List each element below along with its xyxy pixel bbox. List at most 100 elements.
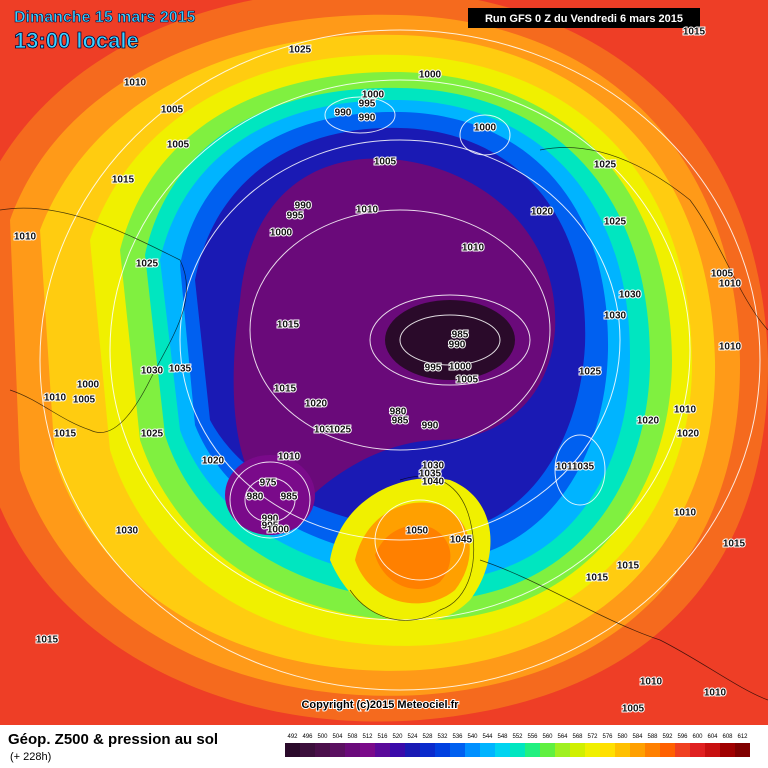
legend-swatch (675, 743, 690, 757)
isobar-label: 1005 (161, 105, 184, 116)
isobar-label: 1050 (406, 526, 429, 537)
isobar-label: 1025 (329, 425, 352, 436)
isobar-label: 990 (449, 340, 466, 351)
isobar-label: 1015 (277, 320, 300, 331)
legend-label: 596 (677, 734, 688, 740)
isobar-label: 1015 (586, 573, 609, 584)
legend-swatch (555, 743, 570, 757)
legend-label: 500 (317, 734, 328, 740)
isobar-label: 1015 (274, 384, 297, 395)
isobar-label: 1010 (556, 462, 579, 473)
isobar-label: 1010 (704, 688, 727, 699)
isobar-label: 1010 (124, 78, 147, 89)
legend-swatch (615, 743, 630, 757)
isobar-label: 995 (359, 99, 376, 110)
isobar-label: 1015 (36, 635, 59, 646)
legend-swatch (405, 743, 420, 757)
legend-label: 508 (347, 734, 358, 740)
legend-swatch (690, 743, 705, 757)
isobar-label: 1030 (619, 290, 642, 301)
isobar-label: 990 (422, 421, 439, 432)
legend-label: 516 (377, 734, 388, 740)
isobar-label: 1010 (356, 205, 379, 216)
legend-swatch (285, 743, 300, 757)
isobar-label: 1020 (202, 456, 225, 467)
isobar-label: 1025 (579, 367, 602, 378)
copyright: Copyright (c)2015 Meteociel.fr (301, 699, 459, 711)
isobar-label: 1035 (314, 425, 337, 436)
isobar-label: 1010 (674, 508, 697, 519)
isobar-label: 1000 (270, 228, 293, 239)
legend-label: 568 (572, 734, 583, 740)
isobar-label: 1010 (719, 342, 742, 353)
isobar-label: 1025 (136, 259, 159, 270)
legend-label: 524 (407, 734, 418, 740)
legend-label: 520 (392, 734, 403, 740)
isobar-label: 1010 (640, 677, 663, 688)
isobar-label: 985 (452, 330, 469, 341)
isobar-label: 1005 (622, 704, 645, 715)
legend-swatch (540, 743, 555, 757)
isobar-label: 985 (281, 492, 298, 503)
time: 13:00 locale (14, 28, 139, 53)
isobar-label: 1020 (637, 416, 660, 427)
legend-label: 540 (467, 734, 478, 740)
legend-swatch (375, 743, 390, 757)
isobar-label: 1010 (462, 243, 485, 254)
isobar-label: 1000 (77, 380, 100, 391)
isobar-label: 1015 (723, 539, 746, 550)
isobar-label: 990 (359, 113, 376, 124)
legend-label: 604 (707, 734, 718, 740)
isobar-label: 1020 (531, 207, 554, 218)
isobar-label: 1010 (719, 279, 742, 290)
isobar-label: 1010 (44, 393, 67, 404)
legend-swatch (630, 743, 645, 757)
legend-swatch (300, 743, 315, 757)
legend-swatch (450, 743, 465, 757)
isobar-label: 995 (287, 211, 304, 222)
legend-swatch (570, 743, 585, 757)
footer-title: Géop. Z500 & pression au sol (8, 731, 218, 748)
isobar-label: 1000 (449, 362, 472, 373)
field (0, 0, 768, 725)
legend-label: 548 (497, 734, 508, 740)
isobar-label: 1035 (572, 462, 595, 473)
isobar-label: 1005 (711, 269, 734, 280)
legend-swatch (585, 743, 600, 757)
isobar-label: 1025 (289, 45, 312, 56)
isobar-label: 995 (425, 363, 442, 374)
isobar-label: 1010 (278, 452, 301, 463)
legend: 492 496 500 504 508 512 516 520 524 528 532 536 540 5… (285, 734, 750, 757)
legend-swatch (435, 743, 450, 757)
isobar-label: 1030 (422, 461, 445, 472)
legend-label: 608 (722, 734, 733, 740)
isobar-label: 1025 (594, 160, 617, 171)
legend-swatch (720, 743, 735, 757)
isobar-label: 1035 (419, 469, 442, 480)
isobar-label: 1005 (456, 375, 479, 386)
legend-swatch (705, 743, 720, 757)
isobar-label: 1005 (73, 395, 96, 406)
date: Dimanche 15 mars 2015 (14, 9, 196, 26)
legend-label: 504 (332, 734, 343, 740)
isobar-label: 1020 (305, 399, 328, 410)
isobar-label: 1000 (362, 90, 385, 101)
isobar-label: 975 (260, 478, 277, 489)
isobar-label: 1015 (617, 561, 640, 572)
isobar-label: 1030 (141, 366, 164, 377)
isobar-label: 1015 (54, 429, 77, 440)
isobar-label: 1000 (419, 70, 442, 81)
isobar-label: 1000 (474, 123, 497, 134)
legend-label: 588 (647, 734, 658, 740)
isobar-label: 995 (262, 521, 279, 532)
legend-swatch (600, 743, 615, 757)
isobar-label: 990 (295, 201, 312, 212)
legend-label: 552 (512, 734, 523, 740)
isobar-label: 990 (262, 514, 279, 525)
legend-label: 580 (617, 734, 628, 740)
isobar-label: 1030 (604, 311, 627, 322)
isobar-label: 1000 (267, 525, 290, 536)
legend-swatch (330, 743, 345, 757)
isobar-label: 1025 (604, 217, 627, 228)
